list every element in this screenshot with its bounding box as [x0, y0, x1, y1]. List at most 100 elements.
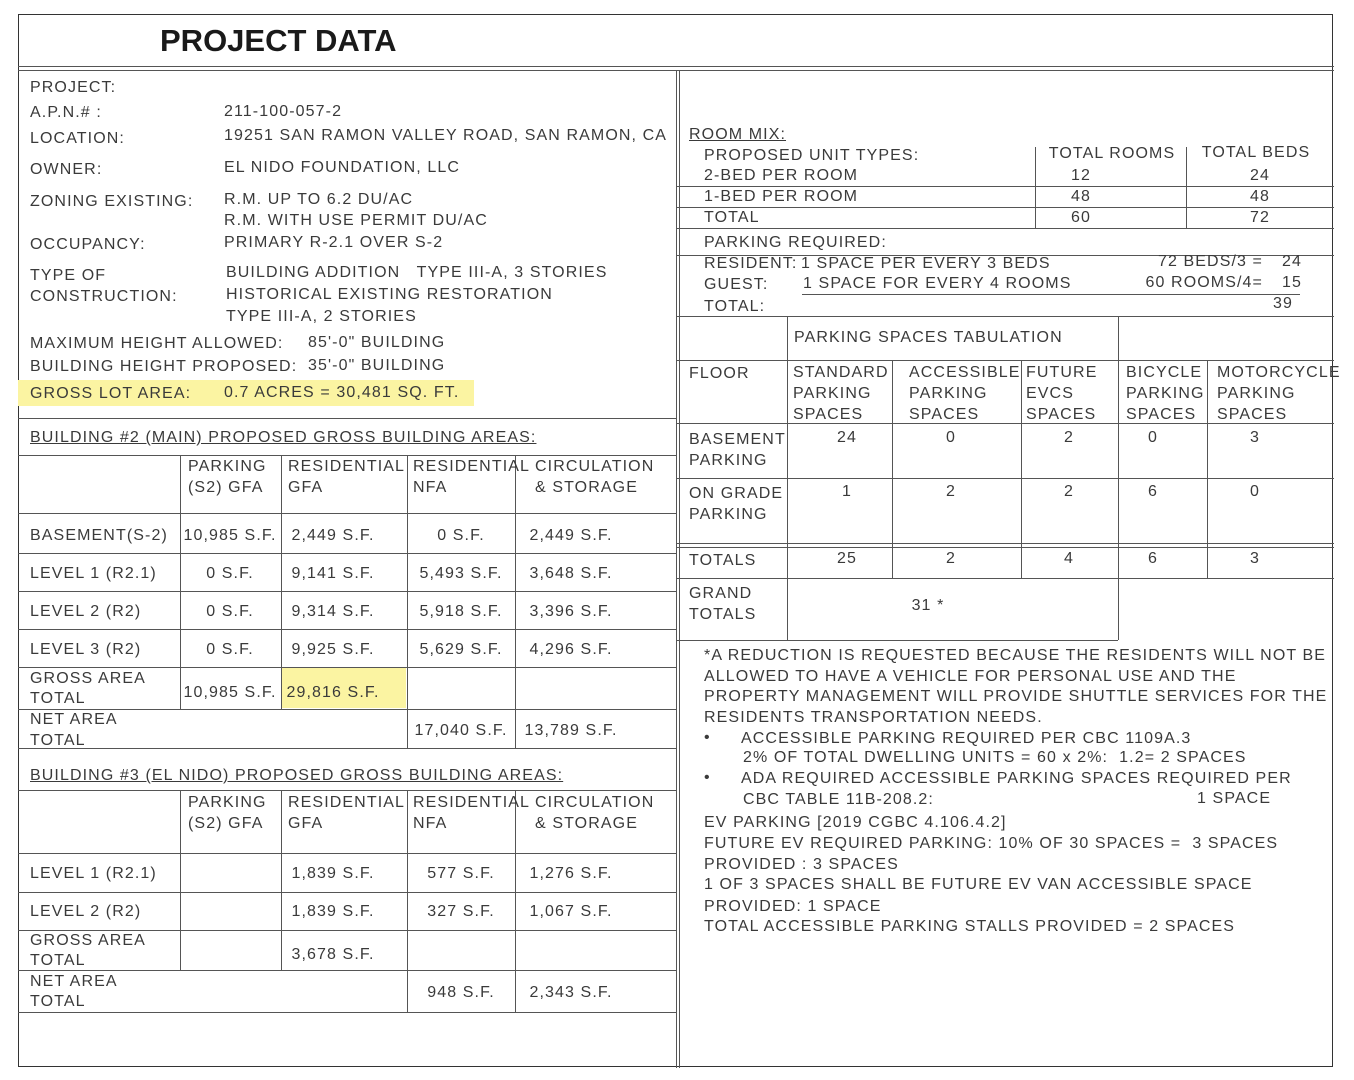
resident-rule: 1 SPACE PER EVERY 3 BEDS: [801, 255, 1051, 272]
table-cell: 0 S.F.: [437, 527, 485, 544]
column-header: GFA: [288, 479, 324, 496]
guest-value: 15: [1282, 274, 1302, 291]
column-header: EVCS: [1026, 385, 1074, 402]
page-title: PROJECT DATA: [160, 23, 397, 58]
row-label: BASEMENT(S-2): [30, 527, 168, 544]
gross-lot-highlight: [18, 380, 474, 406]
row-label: NET AREA: [30, 973, 118, 990]
rule-line: [18, 513, 676, 514]
rule-line: [18, 790, 676, 791]
column-header: ACCESSIBLE: [909, 364, 1021, 381]
table-cell: 5,918 S.F.: [419, 603, 503, 620]
grand-total-value: 31 *: [911, 597, 945, 614]
column-header: (S2) GFA: [188, 815, 264, 832]
rule-line: [676, 228, 1334, 229]
tabulation-title: PARKING SPACES TABULATION: [794, 329, 1063, 346]
column-header: PROPOSED UNIT TYPES:: [704, 147, 920, 164]
table-cell: 25: [837, 550, 857, 567]
table-cell: 12: [1071, 167, 1091, 184]
construction-value: TYPE III-A, 2 STORIES: [226, 308, 417, 325]
occupancy-label: OCCUPANCY:: [30, 236, 146, 253]
table-cell: 3,678 S.F.: [291, 946, 375, 963]
table-cell: 2: [1064, 483, 1074, 500]
column-line: [1035, 147, 1036, 228]
max-height-value: 85'-0" BUILDING: [308, 334, 446, 351]
rule-line: [18, 591, 676, 592]
row-label: LEVEL 2 (R2): [30, 903, 142, 920]
table-cell: 48: [1250, 188, 1270, 205]
table-cell: 2,449 S.F.: [529, 527, 613, 544]
table-cell: 1: [842, 483, 852, 500]
row-label: NET AREA: [30, 711, 118, 728]
row-label: TOTALS: [689, 552, 757, 569]
note-bullet-text: CBC TABLE 11B-208.2:: [743, 791, 934, 808]
proposed-height-value: 35'-0" BUILDING: [308, 357, 446, 374]
note-line: TOTAL ACCESSIBLE PARKING STALLS PROVIDED…: [704, 918, 1236, 935]
occupancy-value: PRIMARY R-2.1 OVER S-2: [224, 234, 444, 251]
column-header: SPACES: [793, 406, 864, 423]
column-header: BICYCLE: [1126, 364, 1203, 381]
table-cell: 24: [837, 429, 857, 446]
rule-line: [18, 629, 676, 630]
table-title: BUILDING #2 (MAIN) PROPOSED GROSS BUILDI…: [30, 429, 537, 446]
rule-line: [676, 316, 1334, 317]
note-value: 1 SPACE: [1197, 790, 1272, 807]
max-height-label: MAXIMUM HEIGHT ALLOWED:: [30, 335, 284, 352]
column-header: TOTAL ROOMS: [1048, 145, 1176, 162]
row-label: ON GRADE: [689, 485, 784, 502]
row-label: 1-BED PER ROOM: [704, 188, 859, 205]
zoning-value: R.M. WITH USE PERMIT DU/AC: [224, 212, 488, 229]
table-cell: 6: [1148, 550, 1158, 567]
bullet-icon: •: [704, 729, 711, 746]
note-line: *A REDUCTION IS REQUESTED BECAUSE THE RE…: [704, 647, 1327, 664]
gross-lot-value: 0.7 ACRES = 30,481 SQ. FT.: [224, 384, 460, 401]
note-bullet-text: 2% OF TOTAL DWELLING UNITS = 60 x 2%: 1.…: [743, 749, 1247, 766]
rule-line: [676, 207, 1334, 208]
grand-total-label: TOTALS: [689, 606, 757, 623]
rule-line: [676, 186, 1334, 187]
table-cell: 577 S.F.: [427, 865, 495, 882]
total-label: TOTAL:: [704, 298, 766, 315]
table-cell: 9,314 S.F.: [291, 603, 375, 620]
rule-line: [676, 543, 1334, 544]
table-cell: 17,040 S.F.: [414, 722, 508, 739]
table-cell: 3: [1250, 550, 1260, 567]
construction-label: CONSTRUCTION:: [30, 288, 178, 305]
construction-value: BUILDING ADDITION TYPE III-A, 3 STORIES: [226, 264, 608, 281]
column-header: PARKING: [1126, 385, 1205, 402]
apn-label: A.P.N.# :: [30, 104, 102, 121]
rule-line: [18, 853, 676, 854]
column-line: [892, 360, 893, 578]
row-label: TOTAL: [704, 209, 760, 226]
project-label: PROJECT:: [30, 79, 117, 96]
table-cell: 5,493 S.F.: [419, 565, 503, 582]
table-cell: 10,985 S.F.: [183, 684, 277, 701]
table-cell: 0 S.F.: [206, 565, 254, 582]
rule-line: [18, 892, 676, 893]
column-header: PARKING: [1217, 385, 1296, 402]
note-bullet-text: ACCESSIBLE PARKING REQUIRED PER CBC 1109…: [741, 730, 1192, 747]
row-label: GROSS AREA: [30, 670, 146, 687]
grand-total-label: GRAND: [689, 585, 753, 602]
table-title: BUILDING #3 (EL NIDO) PROPOSED GROSS BUI…: [30, 767, 564, 784]
rule-line: [676, 423, 1334, 424]
sheet-border: [18, 14, 1333, 1067]
location-value: 19251 SAN RAMON VALLEY ROAD, SAN RAMON, …: [224, 127, 668, 144]
row-label: TOTAL: [30, 993, 86, 1010]
table-cell: 5,629 S.F.: [419, 641, 503, 658]
row-label: PARKING: [689, 506, 768, 523]
rule-line: [18, 667, 676, 668]
rule-line: [676, 255, 1334, 256]
resident-calc: 72 BEDS/3 =: [1157, 253, 1263, 270]
column-header: PARKING: [909, 385, 988, 402]
table-cell: 60: [1071, 209, 1091, 226]
table-cell: 6: [1148, 483, 1158, 500]
row-label: LEVEL 1 (R2.1): [30, 865, 157, 882]
table-cell: 10,985 S.F.: [183, 527, 277, 544]
rule-line: [18, 66, 1334, 67]
column-header: STANDARD: [793, 364, 889, 381]
table-cell: 1,067 S.F.: [529, 903, 613, 920]
bullet-icon: •: [704, 769, 711, 786]
column-header: PARKING: [793, 385, 872, 402]
owner-value: EL NIDO FOUNDATION, LLC: [224, 159, 460, 176]
